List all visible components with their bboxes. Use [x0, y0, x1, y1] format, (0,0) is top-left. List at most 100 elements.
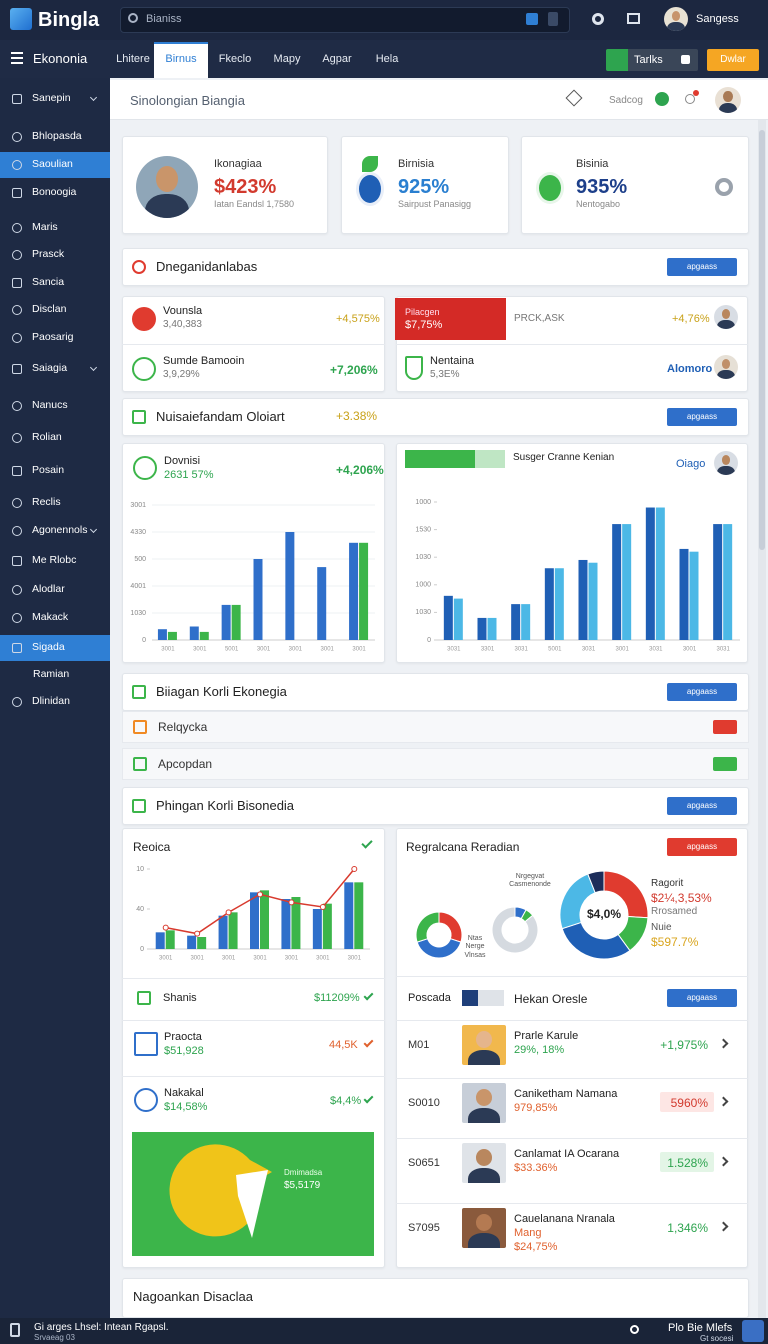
section-button[interactable]	[667, 408, 737, 426]
chart-title: Susger Cranne Kenian	[513, 452, 615, 463]
search-box[interactable]	[120, 7, 570, 33]
list-divider	[396, 1078, 748, 1079]
menu-icon-line[interactable]	[11, 57, 23, 59]
metric-change: +4,575%	[336, 313, 380, 325]
settings-icon[interactable]	[592, 13, 604, 25]
menu-icon-line[interactable]	[11, 62, 23, 64]
section-bar	[122, 673, 749, 711]
avatar-head	[721, 308, 731, 319]
panel-title: Regralcana Reradian	[406, 840, 520, 854]
avatar-head	[721, 358, 731, 369]
stat-value: 925%	[398, 176, 450, 198]
person-id: M01	[408, 1039, 430, 1051]
chart-icon	[133, 456, 157, 480]
download-button[interactable]	[707, 49, 759, 71]
close-icon[interactable]	[736, 10, 748, 26]
avatar-body	[667, 21, 685, 31]
sidebar-label: Bonoogia	[32, 186, 77, 198]
sub-row-icon	[133, 757, 147, 771]
sub-row-pill[interactable]	[713, 720, 737, 734]
sidebar-icon	[12, 364, 22, 374]
chart-legend-bar	[405, 450, 475, 468]
list-divider	[122, 978, 385, 979]
list-divider	[396, 1203, 748, 1204]
alert-icon[interactable]	[685, 94, 695, 104]
person-change-bg	[660, 1152, 714, 1172]
person-sub: 979,85%	[514, 1102, 558, 1114]
section-title: Dneganidanlabas	[156, 259, 258, 274]
stat-note: Sairpust Panasigg	[398, 199, 472, 209]
sidebar-icon	[12, 466, 22, 476]
sidebar-label: Bhlopasda	[32, 130, 82, 142]
section-button[interactable]	[667, 838, 737, 856]
footer-search[interactable]	[630, 1325, 639, 1334]
tasks-button[interactable]	[606, 49, 698, 71]
avatar-body	[718, 103, 738, 113]
search-action[interactable]	[526, 13, 538, 25]
chart-panel	[396, 443, 748, 663]
window-icon[interactable]	[627, 13, 640, 24]
avatar-body	[468, 1049, 500, 1065]
metric-badge-title: Pilacgen	[405, 307, 440, 317]
sub-row	[122, 748, 749, 780]
sidebar-icon	[12, 188, 22, 198]
person-id: S0010	[408, 1097, 440, 1109]
list-header: Hekan Oresle	[514, 992, 588, 1006]
sidebar-icon	[12, 333, 22, 343]
person-name: Caniketham Namana	[514, 1088, 618, 1100]
promo-title: Dmimadsa	[284, 1168, 323, 1177]
search-action[interactable]	[548, 12, 558, 26]
chart-value: 2631 57%	[164, 469, 214, 481]
list-divider	[122, 1076, 385, 1077]
person-name: Canlamat IA Ocarana	[514, 1148, 620, 1160]
sub-row	[122, 711, 749, 743]
section-button[interactable]	[667, 989, 737, 1007]
section-icon	[132, 260, 146, 274]
sidebar-icon	[12, 526, 22, 536]
person-change: 1.528%	[667, 1156, 708, 1170]
sidebar-icon	[12, 585, 22, 595]
section-button[interactable]	[667, 683, 737, 701]
avatar	[715, 87, 741, 113]
legend-note: Rrosamed	[651, 906, 698, 917]
footer-text: Gt socesi	[700, 1334, 734, 1343]
stat-icon-leaf	[362, 156, 378, 172]
stat-ring	[715, 178, 733, 196]
person-sub: 29%, 18%	[514, 1044, 565, 1056]
sidebar-label: Rolian	[32, 431, 62, 443]
metric-icon	[132, 307, 156, 331]
avatar-head	[476, 1031, 492, 1049]
menu-tab-label: Birnus	[165, 53, 197, 65]
footer-button[interactable]	[742, 1320, 764, 1342]
section-button-label: apgaass	[686, 842, 718, 851]
avatar-body	[468, 1107, 500, 1123]
metric-name: Nentaina	[430, 355, 475, 367]
sidebar-icon	[12, 401, 22, 411]
tasks-button-check	[606, 49, 628, 71]
menu-icon-line[interactable]	[11, 52, 23, 54]
promo-value: $5,5179	[284, 1180, 321, 1191]
list-value: $14,58%	[164, 1101, 208, 1113]
sidebar-icon	[12, 132, 22, 142]
sidebar-icon	[12, 223, 22, 233]
chart-change: +4,206%	[336, 463, 384, 477]
sidebar-label: Nanucs	[32, 399, 68, 411]
list-name: Praocta	[164, 1031, 202, 1043]
list-icon	[134, 1032, 158, 1056]
menu-tab-label: Fkeclo	[218, 53, 252, 65]
sidebar-label: Sigada	[32, 641, 65, 653]
user-name: Sangess	[696, 13, 739, 25]
menu-tab[interactable]	[154, 42, 208, 78]
status-dot[interactable]	[655, 92, 669, 106]
section-title: Biiagan Korli Ekonegia	[156, 684, 287, 699]
section-button[interactable]	[667, 797, 737, 815]
footer-text: Gi arges Lhsel: Intean Rgapsl.	[34, 1322, 169, 1333]
list-header-swatch	[462, 990, 478, 1006]
logo-icon	[10, 8, 32, 30]
avatar	[714, 451, 738, 475]
footer-icon	[10, 1323, 20, 1337]
section-icon	[132, 410, 146, 424]
section-button[interactable]	[667, 258, 737, 276]
sub-row-pill[interactable]	[713, 757, 737, 771]
metric-badge-value: $7,75%	[405, 319, 443, 331]
